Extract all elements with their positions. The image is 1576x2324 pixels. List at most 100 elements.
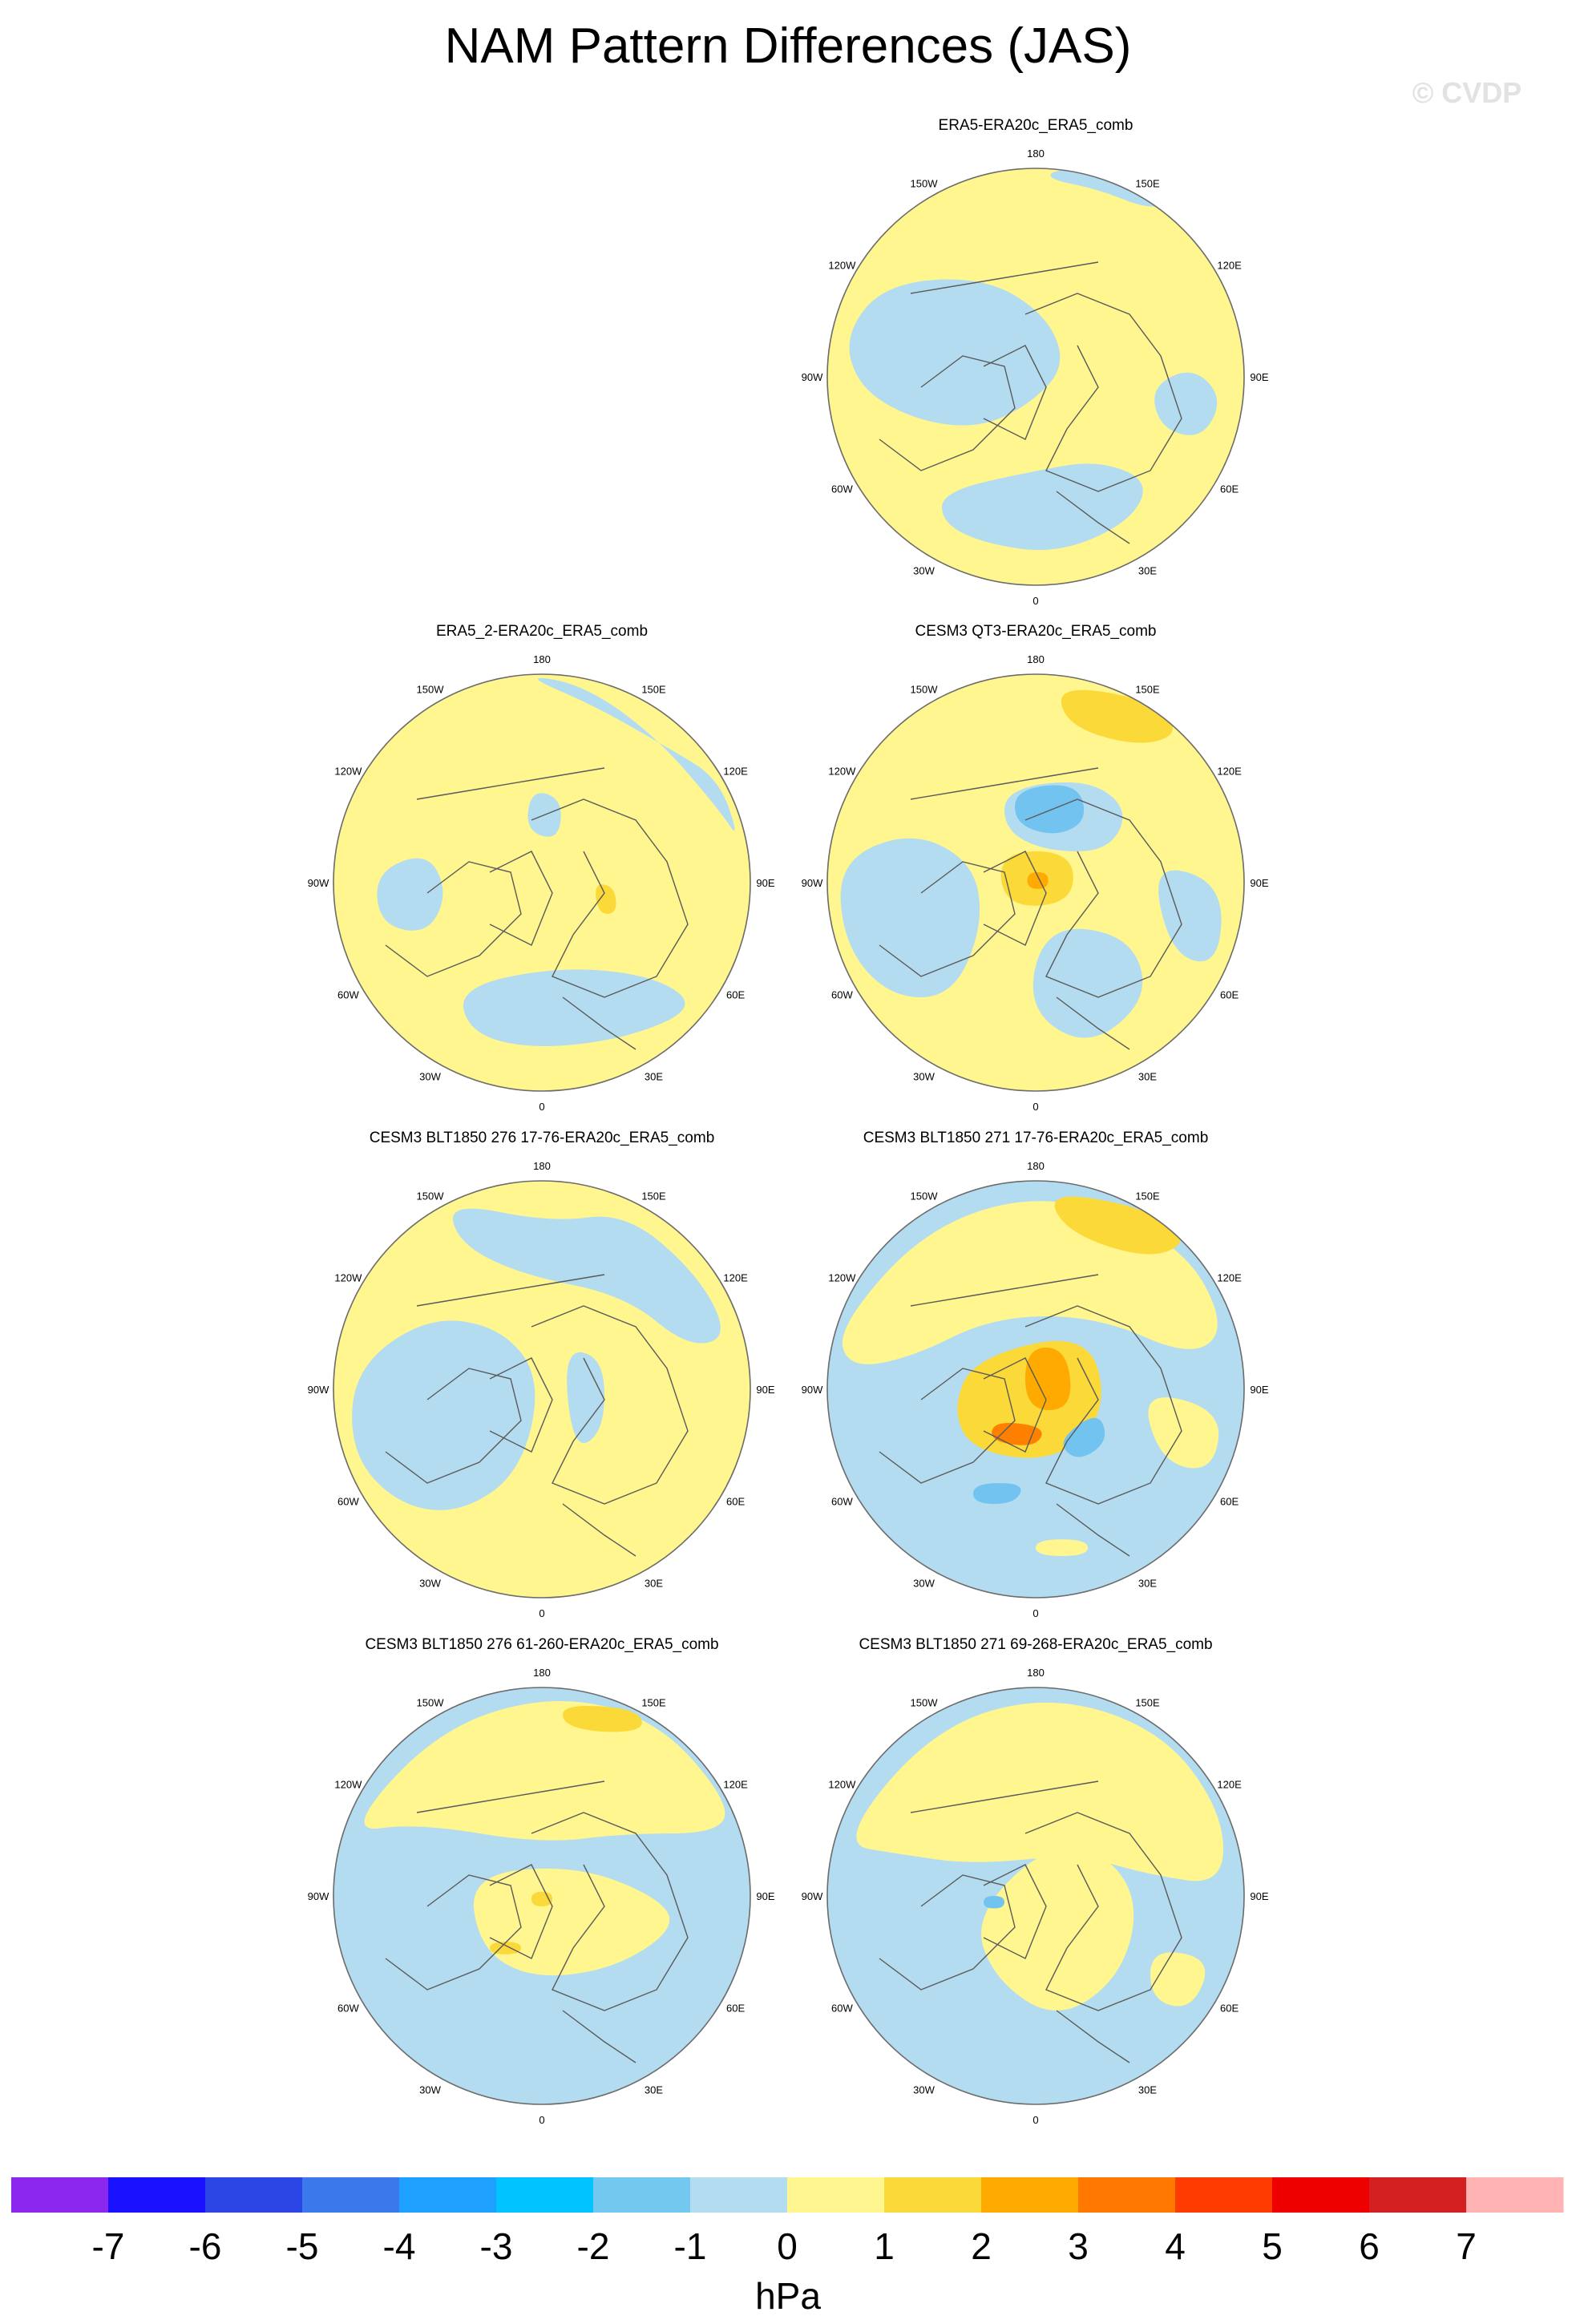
anomaly-region [352,1320,535,1510]
coastline [531,1305,689,1505]
colorbar-tick-label: 7 [1456,2225,1477,2267]
map-field [827,1687,1244,2104]
longitude-label: 150E [641,1696,666,1708]
longitude-label: 60W [337,2003,359,2015]
longitude-label: 60E [1220,989,1239,1001]
longitude-label: 120W [828,766,856,778]
anomaly-region [473,1868,670,1976]
longitude-label: 60E [726,2003,745,2015]
coastline [879,861,1016,977]
longitude-label: 120E [1217,260,1242,272]
longitude-label: 30E [1138,1071,1157,1083]
colorbar-tick-label: 5 [1262,2225,1283,2267]
longitude-label: 150E [1135,177,1160,189]
longitude-label: 120E [723,1272,748,1284]
coastline [1024,798,1182,998]
anomaly-region [984,1896,1004,1909]
colorbar-swatch [690,2177,788,2213]
longitude-label: 180 [533,653,551,665]
longitude-label: 0 [1032,1607,1038,1619]
colorbar-swatch [496,2177,594,2213]
colorbar-swatch [787,2177,885,2213]
anomaly-region [567,1352,604,1444]
longitude-label: 30W [913,2084,935,2096]
coastline [983,1357,1047,1453]
coastline [385,861,522,977]
coastline [910,1274,1099,1307]
map-panel: ERA5-ERA20c_ERA5_comb 180 150E 120E 90E 60E 30… [802,117,1269,607]
longitude-label: 90W [802,1384,823,1396]
coastline [983,345,1047,440]
map-frame [333,1180,751,1599]
anomaly-region [1148,1397,1219,1469]
coastline [562,2010,636,2063]
longitude-label: 60W [831,2003,853,2015]
anomaly-region [596,884,616,914]
coastline [416,1274,605,1307]
colorbar-tick-label: 2 [971,2225,992,2267]
map-frame [826,673,1245,1092]
anomaly-region [452,1208,721,1344]
coastline [562,996,636,1050]
map-panel: CESM3 BLT1850 276 61-260-ERA20c_ERA5_com… [308,1636,775,2126]
longitude-label: 150E [1135,683,1160,695]
longitude-label: 120E [1217,766,1242,778]
panel-title: ERA5-ERA20c_ERA5_comb [939,117,1134,134]
figure-title: NAM Pattern Differences (JAS) [445,18,1132,74]
anomaly-region [377,858,443,931]
colorbar-tick-label: 1 [874,2225,895,2267]
longitude-label: 60E [1220,1496,1239,1508]
anomaly-region [981,1848,1134,2011]
colorbar-tick-label: -4 [383,2225,416,2267]
coastline [1024,1305,1182,1505]
coastline [489,851,553,946]
longitude-label: 90W [802,1890,823,1902]
longitude-label: 0 [539,2114,544,2126]
longitude-label: 0 [539,1607,544,1619]
coastline [1056,996,1130,1050]
colorbar-swatch [11,2177,109,2213]
anomaly-region [1027,872,1049,889]
longitude-label: 30W [913,1071,935,1083]
colorbar-tick-label: 0 [777,2225,798,2267]
longitude-label: 120W [334,766,362,778]
longitude-label: 30E [1138,565,1157,577]
longitude-label: 60E [726,1496,745,1508]
longitude-label: 180 [533,1160,551,1172]
colorbar-swatch [399,2177,497,2213]
longitude-label: 30W [419,1578,441,1590]
longitude-label: 120E [723,766,748,778]
colorbar-swatch [981,2177,1079,2213]
colorbar-tick-label: 4 [1165,2225,1186,2267]
anomaly-region [463,969,685,1046]
anomaly-region [1063,1417,1105,1457]
longitude-label: 90W [802,877,823,889]
longitude-label: 30E [645,1071,663,1083]
coastline [910,1780,1099,1813]
longitude-label: 150W [417,1696,445,1708]
longitude-label: 180 [533,1667,551,1679]
panel-title: CESM3 BLT1850 276 17-76-ERA20c_ERA5_comb [370,1130,715,1146]
colorbar: -7 -6 -5 -4 -3 -2 -1 0 1 2 3 4 5 6 7 [11,2177,1564,2267]
longitude-label: 150E [1135,1696,1160,1708]
anomaly-region [364,1700,725,1841]
longitude-label: 30W [913,1578,935,1590]
longitude-label: 90W [308,877,329,889]
colorbar-swatch [108,2177,206,2213]
colorbar-swatch [1175,2177,1273,2213]
anomaly-region [849,279,1061,426]
colorbar-tick-label: -3 [480,2225,513,2267]
coastline [416,767,605,800]
anomaly-region [1036,1539,1088,1556]
longitude-label: 60W [337,989,359,1001]
colorbar-swatch [1466,2177,1564,2213]
colorbar-tick-label: -1 [674,2225,707,2267]
panel-title: CESM3 BLT1850 276 61-260-ERA20c_ERA5_com… [365,1636,718,1653]
colorbar-swatch [1272,2177,1370,2213]
longitude-label: 120E [1217,1272,1242,1284]
anomaly-region [1015,785,1085,834]
longitude-label: 0 [1032,2114,1038,2126]
watermark: © CVDP [1412,76,1522,109]
anomaly-region [973,1483,1021,1504]
